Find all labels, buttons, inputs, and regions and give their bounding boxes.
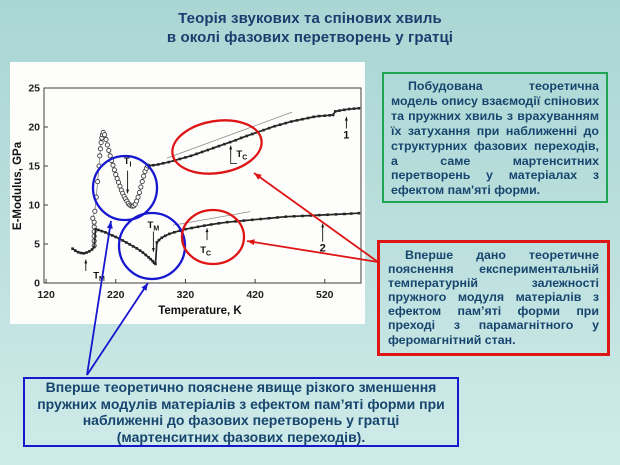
- svg-text:2: 2: [320, 242, 326, 254]
- svg-text:25: 25: [28, 83, 40, 95]
- svg-text:0: 0: [34, 278, 40, 290]
- svg-text:1: 1: [343, 129, 349, 141]
- svg-text:520: 520: [316, 289, 334, 301]
- svg-text:TM: TM: [148, 220, 160, 233]
- page-title: Теорія звукових та спінових хвиль в окол…: [0, 9, 620, 47]
- chart-panel: 120 220 320 420 520 0 5 10 15 20 25 Temperature, K E…: [10, 62, 365, 324]
- callout-red-text: Вперше дано теоретичне пояснення експери…: [388, 248, 599, 347]
- callout-red-explanation: Вперше дано теоретичне пояснення експери…: [377, 240, 610, 356]
- callout-blue-text: Вперше теоретично пояснене явище різкого…: [37, 379, 445, 445]
- svg-text:320: 320: [177, 289, 195, 301]
- chart-figure: 120 220 320 420 520 0 5 10 15 20 25 Temperature, K E…: [12, 83, 362, 317]
- svg-text:420: 420: [246, 289, 264, 301]
- title-line-2: в околі фазових перетворень у гратці: [166, 29, 454, 46]
- svg-text:5: 5: [34, 239, 40, 251]
- svg-text:TM: TM: [93, 271, 105, 284]
- svg-text:10: 10: [28, 200, 40, 212]
- svg-text:220: 220: [107, 289, 125, 301]
- svg-text:TC: TC: [236, 149, 247, 162]
- callout-green-model: Побудована теоретична модель опису взаєм…: [382, 72, 608, 203]
- svg-text:TI: TI: [124, 156, 132, 169]
- svg-text:120: 120: [37, 289, 55, 301]
- svg-text:20: 20: [28, 122, 40, 134]
- svg-text:E-Modulus, GPa: E-Modulus, GPa: [12, 141, 24, 230]
- svg-text:TC: TC: [200, 245, 211, 258]
- callout-green-text: Побудована теоретична модель опису взаєм…: [391, 79, 599, 198]
- svg-text:Temperature, K: Temperature, K: [158, 305, 242, 317]
- callout-blue-phenomenon: Вперше теоретично пояснене явище різкого…: [23, 377, 459, 447]
- title-line-1: Теорія звукових та спінових хвиль: [178, 10, 442, 27]
- svg-text:15: 15: [28, 161, 40, 173]
